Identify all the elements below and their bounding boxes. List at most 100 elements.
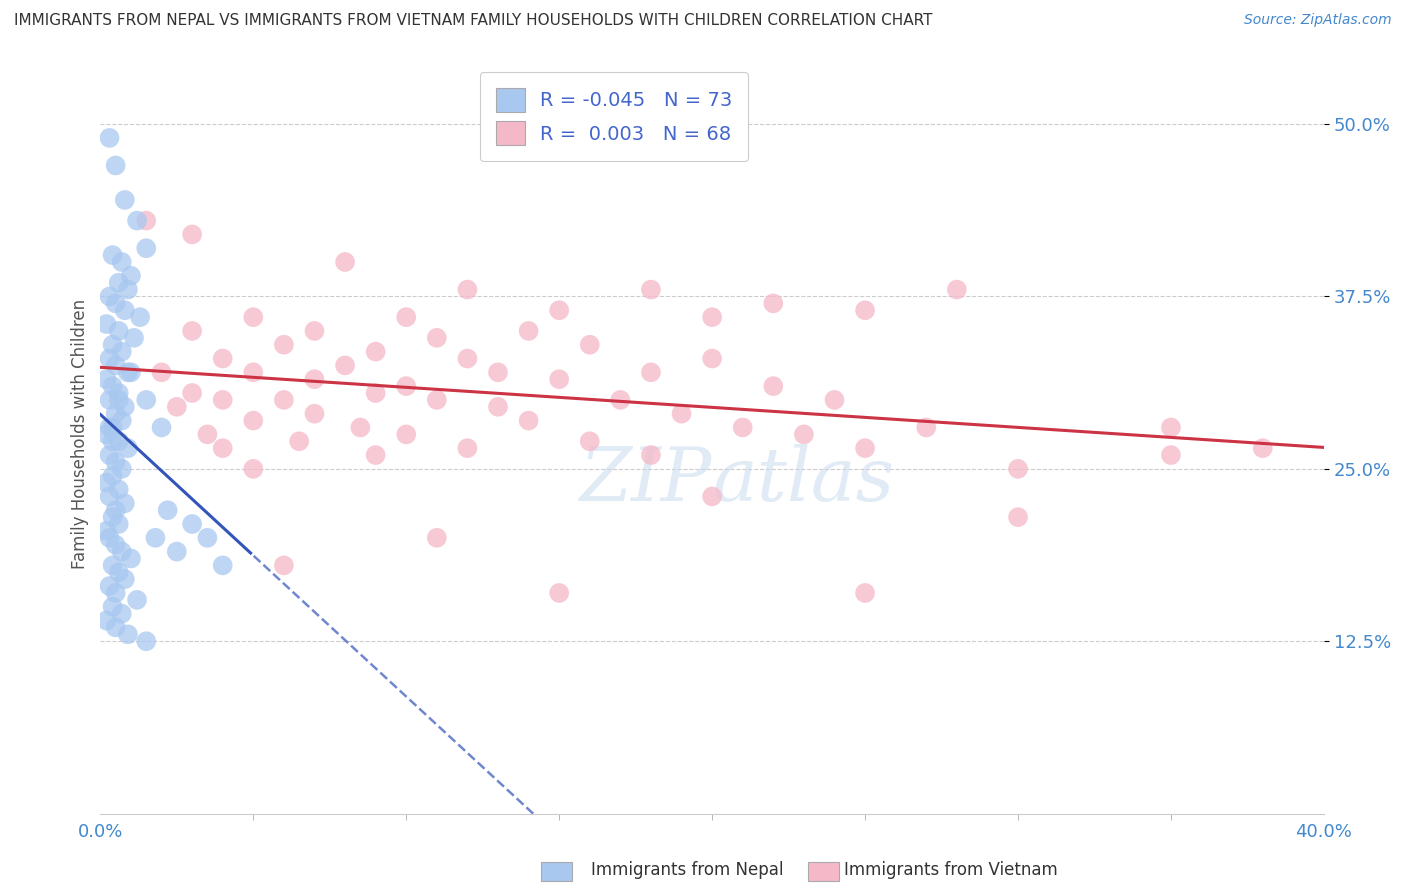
Point (104, 586, 127, 600)
Point (426, 392, 449, 407)
Point (1251, 441, 1274, 455)
Point (288, 434, 311, 449)
Point (426, 331, 449, 345)
Point (101, 599, 124, 614)
Point (96, 372, 118, 386)
Point (150, 365, 173, 379)
Point (197, 427, 219, 442)
Point (333, 359, 356, 373)
Point (181, 227, 204, 242)
Point (609, 392, 631, 407)
Point (242, 365, 264, 379)
Point (946, 283, 969, 297)
Point (762, 379, 785, 393)
Point (181, 324, 204, 338)
Point (156, 503, 179, 517)
Point (135, 241, 157, 255)
Point (273, 558, 295, 573)
Point (107, 434, 129, 449)
Point (125, 592, 148, 607)
Point (197, 531, 219, 545)
Point (117, 283, 139, 297)
Point (731, 420, 754, 434)
Point (101, 379, 124, 393)
Point (242, 414, 264, 428)
Point (548, 586, 571, 600)
Point (98, 351, 121, 366)
Point (96, 317, 118, 331)
Point (101, 510, 124, 524)
Point (104, 538, 127, 552)
Point (333, 255, 356, 269)
Point (96, 614, 118, 628)
Point (915, 420, 938, 434)
Point (104, 455, 127, 469)
Point (111, 544, 134, 558)
Point (242, 462, 264, 476)
Text: IMMIGRANTS FROM NEPAL VS IMMIGRANTS FROM VIETNAM FAMILY HOUSEHOLDS WITH CHILDREN: IMMIGRANTS FROM NEPAL VS IMMIGRANTS FROM… (14, 13, 932, 29)
Point (117, 441, 139, 455)
Point (640, 365, 662, 379)
Point (793, 427, 815, 442)
Point (101, 468, 124, 483)
Point (107, 324, 129, 338)
Text: Immigrants from Vietnam: Immigrants from Vietnam (844, 861, 1057, 879)
Point (671, 407, 693, 421)
Point (304, 372, 326, 386)
Point (104, 359, 127, 373)
Point (364, 386, 387, 401)
Point (104, 296, 127, 310)
Point (181, 386, 204, 401)
Point (273, 392, 295, 407)
Point (104, 620, 127, 634)
Point (107, 566, 129, 580)
Point (166, 544, 188, 558)
Point (98, 490, 121, 504)
Point (120, 551, 142, 566)
Point (1160, 448, 1182, 462)
Point (1007, 462, 1029, 476)
Point (98, 289, 121, 303)
Point (150, 420, 173, 434)
Point (120, 365, 142, 379)
Point (96, 427, 118, 442)
Point (395, 427, 418, 442)
Point (517, 414, 540, 428)
Point (145, 531, 167, 545)
Point (111, 607, 134, 621)
Point (640, 448, 662, 462)
Point (101, 420, 124, 434)
Point (364, 344, 387, 359)
Text: Immigrants from Nepal: Immigrants from Nepal (591, 861, 783, 879)
Point (101, 434, 124, 449)
Point (111, 255, 134, 269)
Point (114, 303, 136, 318)
Y-axis label: Family Households with Children: Family Households with Children (72, 300, 89, 569)
Point (135, 634, 157, 648)
Point (107, 516, 129, 531)
Point (456, 441, 478, 455)
Point (395, 310, 418, 325)
Point (111, 344, 134, 359)
Point (181, 516, 204, 531)
Point (96, 524, 118, 538)
Point (1160, 420, 1182, 434)
Text: Source: ZipAtlas.com: Source: ZipAtlas.com (1244, 13, 1392, 28)
Point (117, 365, 139, 379)
Point (853, 441, 876, 455)
Point (304, 324, 326, 338)
Point (426, 531, 449, 545)
Point (517, 324, 540, 338)
Point (114, 572, 136, 586)
Point (1007, 510, 1029, 524)
Point (104, 407, 127, 421)
Point (700, 310, 723, 325)
Point (129, 310, 152, 325)
Point (120, 268, 142, 283)
Point (304, 407, 326, 421)
Point (107, 483, 129, 497)
Point (456, 283, 478, 297)
Point (578, 337, 600, 351)
Point (98, 420, 121, 434)
Point (96, 475, 118, 490)
